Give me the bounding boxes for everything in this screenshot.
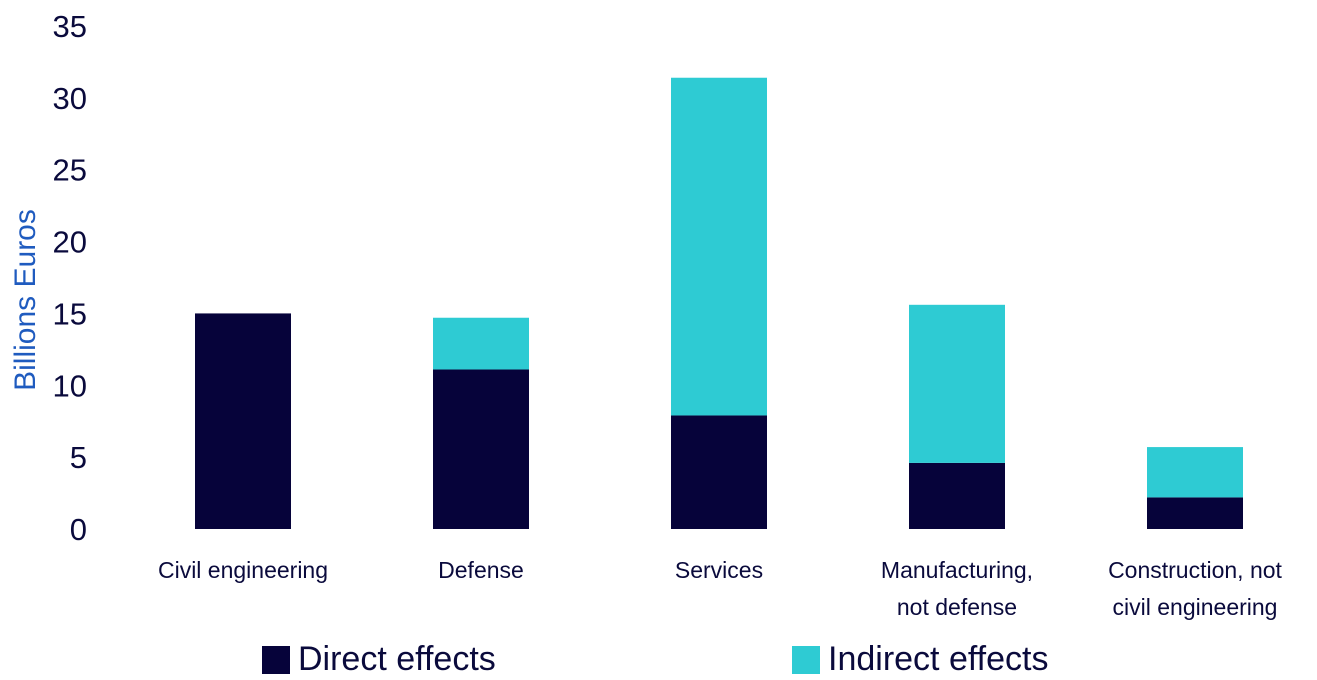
y-tick-label: 15 <box>53 296 87 331</box>
bars <box>195 77 1243 529</box>
y-tick-label: 35 <box>53 9 87 44</box>
legend-label-indirect-effects: Indirect effects <box>828 640 1049 678</box>
bar-segment-indirect <box>1147 447 1243 498</box>
x-tick-label: Manufacturing, <box>881 557 1033 583</box>
y-tick-label: 5 <box>70 440 87 475</box>
bar-segment-direct <box>1147 497 1243 529</box>
y-axis-label: Billions Euros <box>9 209 42 391</box>
x-tick-label: Construction, not <box>1108 557 1282 583</box>
y-axis-ticks: 0 5 10 15 20 25 30 35 <box>53 9 87 547</box>
legend-item-indirect-effects: Indirect effects <box>792 640 1049 679</box>
bar-segment-indirect <box>671 77 767 416</box>
legend: Direct effects Indirect effects <box>0 640 1317 680</box>
x-axis-tick-labels: Civil engineering Defense Services Manufact… <box>158 557 1283 620</box>
y-tick-label: 25 <box>53 153 87 188</box>
y-tick-label: 0 <box>70 512 87 547</box>
legend-swatch-indirect-effects <box>792 645 820 674</box>
y-tick-label: 10 <box>53 368 87 403</box>
legend-label-direct-effects: Direct effects <box>298 640 496 678</box>
x-tick-label: not defense <box>897 594 1017 620</box>
bar-segment-direct <box>195 313 291 529</box>
x-tick-label: Services <box>675 557 763 583</box>
bar-segment-direct <box>433 369 529 529</box>
chart-canvas: Billions Euros 0 5 10 15 20 25 30 35 Civil engi… <box>9 9 1283 620</box>
bar-segment-indirect <box>433 317 529 370</box>
x-tick-label: Civil engineering <box>158 557 328 583</box>
legend-swatch-direct-effects <box>262 645 290 674</box>
bar-segment-direct <box>909 462 1005 529</box>
x-tick-label: civil engineering <box>1113 594 1278 620</box>
y-tick-label: 20 <box>53 225 87 260</box>
bar-segment-indirect <box>909 304 1005 463</box>
bar-segment-direct <box>671 415 767 529</box>
x-tick-label: Defense <box>438 557 524 583</box>
legend-item-direct-effects: Direct effects <box>262 640 496 679</box>
y-tick-label: 30 <box>53 81 87 116</box>
